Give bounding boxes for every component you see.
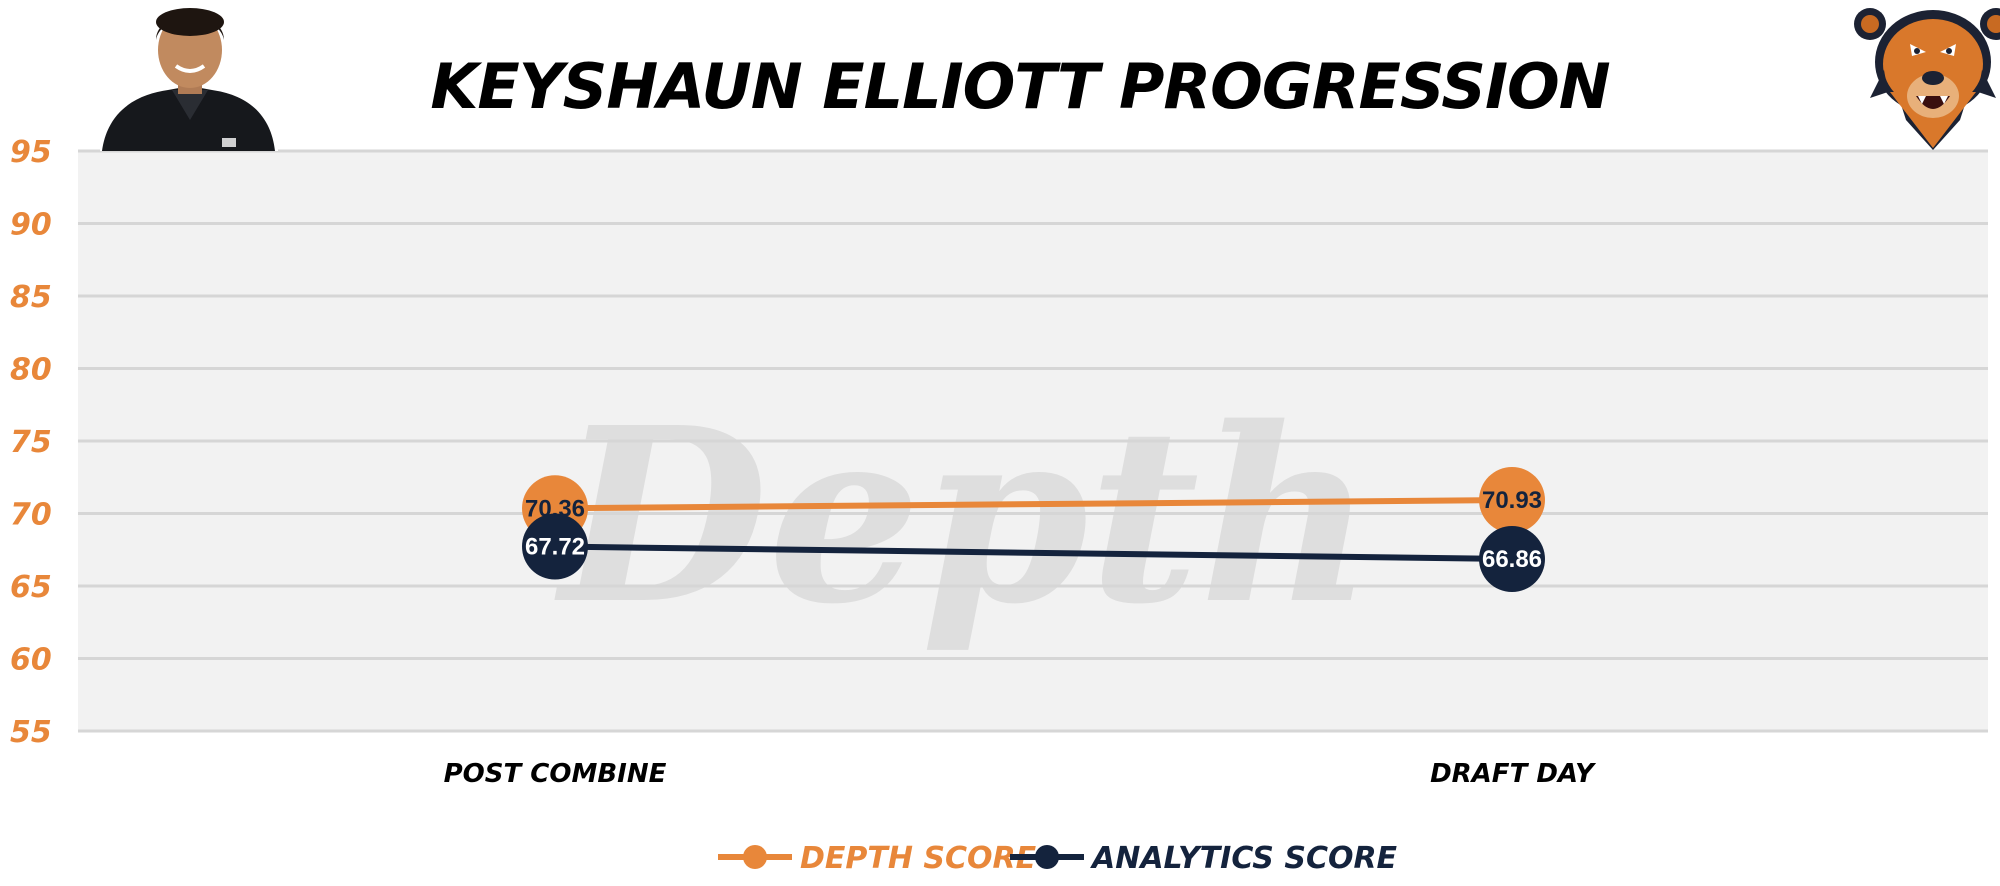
y-tick-label: 70 xyxy=(10,498,52,533)
bear-mascot-logo-icon xyxy=(1854,8,2000,150)
y-tick-label: 90 xyxy=(10,208,52,243)
depth-watermark: Depth xyxy=(554,375,1374,657)
player-headshot-icon xyxy=(100,0,278,151)
legend-label: ANALYTICS SCORE xyxy=(1090,841,1398,876)
y-tick-label: 65 xyxy=(10,570,52,605)
series-line xyxy=(554,543,1513,563)
y-tick-label: 85 xyxy=(10,280,52,315)
watermark-text: Depth xyxy=(554,375,1374,657)
y-tick-label: 55 xyxy=(10,715,52,750)
y-tick-label: 80 xyxy=(10,353,52,388)
y-axis-ticks: 95 90 85 80 75 70 65 60 55 xyxy=(10,135,52,750)
gridlines xyxy=(78,149,1988,733)
data-label: 66.86 xyxy=(1482,546,1542,573)
legend-label: DEPTH SCORE xyxy=(800,841,1037,876)
data-label: 70.93 xyxy=(1482,487,1542,514)
data-point xyxy=(1479,467,1545,534)
chart-title: KEYSHAUN ELLIOTT PROGRESSION xyxy=(430,50,1609,123)
legend: DEPTH SCORE ANALYTICS SCORE xyxy=(718,841,1398,876)
series-line xyxy=(554,497,1513,512)
y-tick-label: 75 xyxy=(10,425,52,460)
legend-marker xyxy=(743,845,767,869)
legend-marker xyxy=(1035,845,1059,869)
data-label: 67.72 xyxy=(525,534,585,561)
y-tick-label: 60 xyxy=(10,643,52,678)
data-point xyxy=(1479,526,1545,593)
data-point xyxy=(522,513,588,580)
x-tick-label: DRAFT DAY xyxy=(1430,759,1597,789)
x-tick-label: POST COMBINE xyxy=(444,759,667,789)
x-axis-ticks: POST COMBINE DRAFT DAY xyxy=(444,759,1597,789)
y-tick-label: 95 xyxy=(10,135,52,170)
